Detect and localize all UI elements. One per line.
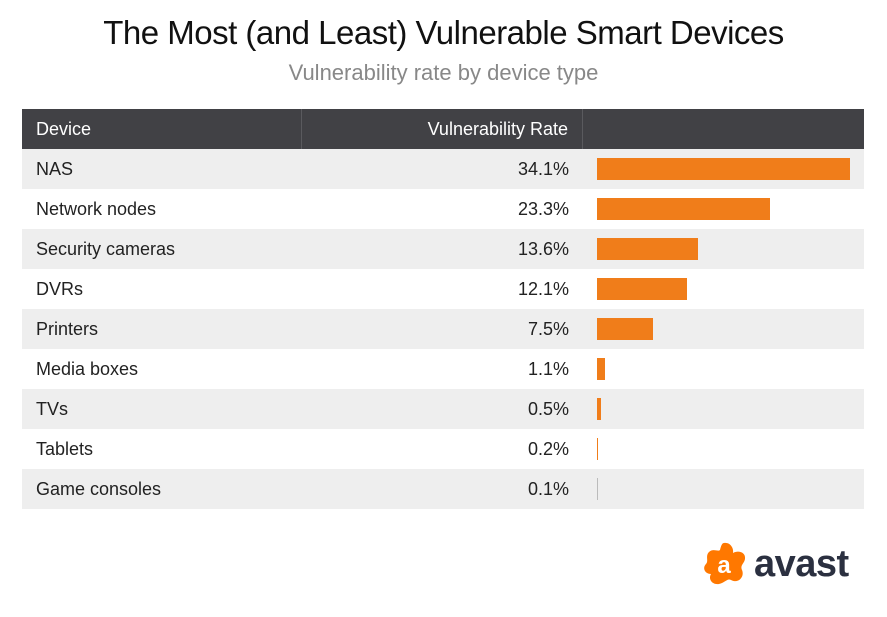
avast-logo: a avast (700, 540, 849, 588)
device-name: Network nodes (36, 198, 157, 219)
header-device: Device (22, 109, 302, 149)
device-name: NAS (36, 158, 74, 179)
bar (597, 238, 698, 260)
table-row: Media boxes 1.1% (22, 349, 864, 389)
chart-subtitle: Vulnerability rate by device type (288, 60, 599, 85)
bar-cell (583, 349, 864, 389)
bar-cell (583, 269, 864, 309)
svg-text:a: a (717, 552, 731, 579)
rate-value: 7.5% (527, 318, 569, 339)
device-name: Security cameras (36, 238, 176, 259)
bar (597, 438, 599, 460)
bar-cell (583, 469, 864, 509)
table-row: Tablets 0.2% (22, 429, 864, 469)
device-name: Game consoles (36, 478, 162, 499)
bar (597, 358, 606, 380)
table-row: TVs 0.5% (22, 389, 864, 429)
bar-cell (583, 429, 864, 469)
device-name: Tablets (36, 438, 94, 459)
rate-value: 0.1% (527, 478, 569, 499)
data-table: Device Vulnerability Rate NAS 34.1% Netw… (22, 109, 864, 509)
table-row: Network nodes 23.3% (22, 189, 864, 229)
bar-cell (583, 309, 864, 349)
device-name: Media boxes (36, 358, 139, 379)
rate-value: 13.6% (517, 238, 569, 259)
rate-value: 12.1% (517, 278, 569, 299)
bar (597, 398, 601, 420)
table-header: Device Vulnerability Rate (22, 109, 864, 149)
rate-value: 34.1% (517, 158, 569, 179)
chart-title: The Most (and Least) Vulnerable Smart De… (103, 14, 784, 51)
bar-cell (583, 189, 864, 229)
table-row: NAS 34.1% (22, 149, 864, 189)
bar (597, 318, 653, 340)
rate-value: 0.2% (527, 438, 569, 459)
bar (597, 158, 850, 180)
bar-cell (583, 149, 864, 189)
rate-value: 1.1% (527, 358, 569, 379)
avast-splat-icon: a (704, 542, 746, 585)
bar (597, 198, 770, 220)
device-name: DVRs (36, 278, 84, 299)
table-row: Security cameras 13.6% (22, 229, 864, 269)
header-bar (583, 109, 864, 149)
rate-value: 0.5% (527, 398, 569, 419)
table-row: DVRs 12.1% (22, 269, 864, 309)
bar (597, 278, 687, 300)
table-row: Printers 7.5% (22, 309, 864, 349)
device-name: Printers (36, 318, 99, 339)
bar (597, 478, 598, 500)
table-row: Game consoles 0.1% (22, 469, 864, 509)
bar-cell (583, 229, 864, 269)
rate-value: 23.3% (517, 198, 569, 219)
header-rate: Vulnerability Rate (302, 109, 583, 149)
bar-cell (583, 389, 864, 429)
logo-text: avast (754, 542, 849, 585)
device-name: TVs (36, 398, 69, 419)
